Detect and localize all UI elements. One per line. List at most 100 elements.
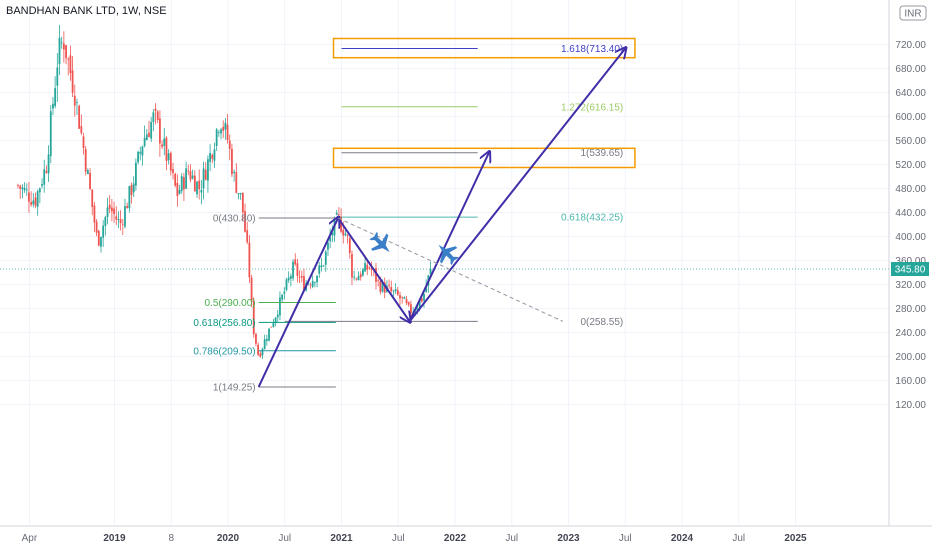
- airplane-icon: [369, 232, 390, 253]
- price-axis[interactable]: 120.00 160.00 200.00 240.00 280.00 320.00 360.…: [895, 40, 926, 411]
- price-tick-label: 280.00: [895, 304, 926, 315]
- candle: [215, 128, 218, 151]
- candle: [274, 316, 277, 327]
- candle: [224, 117, 227, 140]
- candle: [248, 235, 251, 284]
- candle: [257, 342, 260, 356]
- candle: [241, 192, 244, 221]
- candle: [202, 161, 205, 200]
- airplane-icon: [438, 244, 459, 265]
- last-price-tag: 345.80: [891, 262, 929, 277]
- candle: [296, 258, 299, 283]
- price-tick-label: 320.00: [895, 280, 926, 291]
- candle: [283, 287, 286, 300]
- candle: [250, 275, 253, 308]
- price-tick-label: 200.00: [895, 352, 926, 363]
- candle: [121, 218, 124, 236]
- candle: [351, 250, 353, 286]
- candle: [255, 333, 257, 347]
- candle: [268, 328, 270, 342]
- candle: [62, 31, 65, 63]
- fib-retracement-level[interactable]: 1(149.25): [213, 382, 336, 393]
- fib-retracement-level[interactable]: 0.786(209.50): [193, 346, 336, 357]
- candle: [375, 262, 377, 290]
- candle: [211, 153, 214, 164]
- candle: [198, 169, 201, 200]
- price-tick-label: 440.00: [895, 208, 926, 219]
- candle: [91, 189, 94, 216]
- candle: [316, 275, 318, 288]
- projection-arrow[interactable]: [257, 218, 338, 388]
- candle: [165, 136, 168, 171]
- fib-extension-level[interactable]: 0.618(432.25): [341, 213, 624, 224]
- time-tick-label: 2025: [784, 533, 807, 544]
- currency-badge[interactable]: INR: [899, 5, 927, 21]
- fib-extension-level[interactable]: 0(258.55): [284, 317, 624, 328]
- candle: [287, 271, 290, 284]
- candle: [298, 270, 301, 284]
- candle: [189, 164, 192, 183]
- candle: [139, 146, 142, 161]
- candle: [150, 117, 153, 143]
- candle: [300, 270, 303, 283]
- candle: [392, 289, 395, 297]
- price-tick-label: 160.00: [895, 376, 926, 387]
- candle: [213, 142, 216, 168]
- fib-extension-level[interactable]: 1.618(713.40): [341, 44, 624, 55]
- candle: [361, 267, 364, 277]
- candle: [383, 277, 386, 299]
- time-axis[interactable]: Apr 2019 8 2020 Jul 2021 Jul 2022 Jul 2023 Jul 2024…: [22, 533, 807, 544]
- fib-retracement-level[interactable]: 0.618(256.80): [193, 318, 336, 329]
- price-tick-label: 560.00: [895, 136, 926, 147]
- candle: [348, 236, 351, 259]
- candle: [281, 293, 284, 302]
- candle: [110, 199, 113, 222]
- candle: [209, 144, 212, 172]
- candle: [73, 84, 76, 117]
- projection-arrow[interactable]: [408, 48, 626, 322]
- candle: [183, 172, 185, 202]
- time-tick-label: Jul: [392, 533, 405, 544]
- candle: [403, 296, 406, 300]
- candle: [119, 210, 122, 231]
- price-tick-label: 600.00: [895, 112, 926, 123]
- candle: [180, 173, 183, 194]
- projection-arrow[interactable]: [337, 217, 410, 321]
- candle: [60, 36, 63, 49]
- candle: [52, 97, 54, 116]
- target-highlight-box[interactable]: [332, 37, 636, 59]
- candle: [169, 151, 172, 176]
- candle: [128, 185, 131, 213]
- candle: [368, 266, 371, 270]
- target-highlight-box[interactable]: [332, 147, 636, 169]
- projection-arrow[interactable]: [408, 153, 489, 322]
- candle: [97, 229, 100, 247]
- fib-extension-level[interactable]: 1(539.65): [341, 148, 624, 159]
- candle: [407, 301, 410, 307]
- fib-extension-label: 1.272(616.15): [561, 102, 623, 113]
- time-tick-label: Apr: [22, 533, 38, 544]
- candle: [231, 143, 233, 178]
- candle: [113, 201, 115, 223]
- fib-retracement-level[interactable]: 0.5(290.00): [204, 298, 336, 309]
- candle: [132, 176, 135, 198]
- candle: [80, 114, 83, 136]
- candle: [261, 347, 264, 360]
- candle: [265, 334, 268, 346]
- fib-extension-label: 0(258.55): [580, 317, 623, 328]
- candle: [69, 45, 72, 81]
- candle: [71, 56, 74, 97]
- candle: [185, 161, 187, 190]
- price-tick-label: 520.00: [895, 160, 926, 171]
- candle: [401, 296, 404, 304]
- dashed-trendline[interactable]: [337, 217, 564, 322]
- fib-extension-level[interactable]: 1.272(616.15): [341, 102, 624, 113]
- candle: [34, 192, 37, 209]
- price-tick-label: 680.00: [895, 64, 926, 75]
- candle: [276, 309, 279, 323]
- candle: [285, 277, 288, 292]
- candle: [259, 350, 262, 358]
- candle: [38, 187, 41, 204]
- fib-retracement-level[interactable]: 0(430.80): [213, 214, 342, 225]
